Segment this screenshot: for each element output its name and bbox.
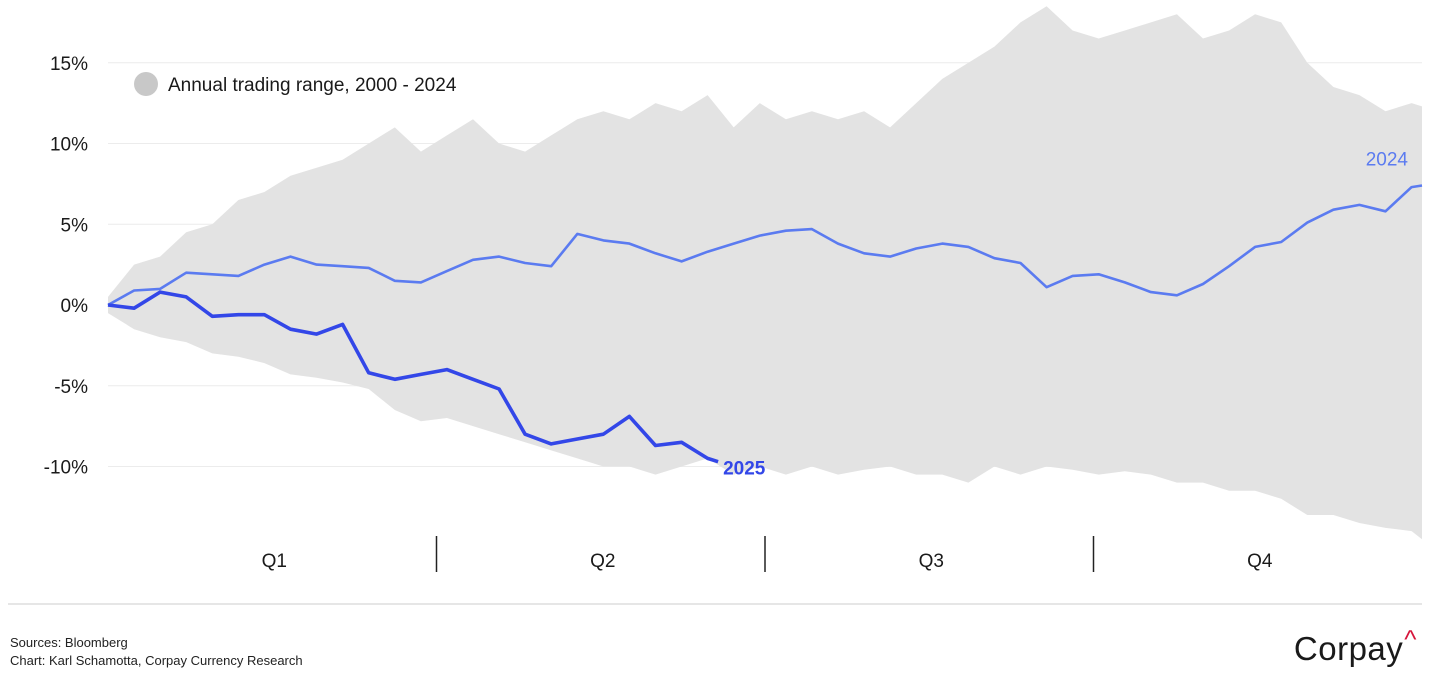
series-2024-line <box>107 184 1423 307</box>
y-tick-label: -5% <box>54 377 88 398</box>
series-2025-line <box>107 290 719 464</box>
chart-credit: Chart: Karl Schamotta, Corpay Currency R… <box>10 653 303 668</box>
y-tick-label: 15% <box>50 54 88 75</box>
logo-caret: ^ <box>1404 624 1417 654</box>
corpay-logo: Corpay^ <box>1293 624 1417 668</box>
sources-note: Sources: Bloomberg <box>10 635 128 650</box>
legend-label: Annual trading range, 2000 - 2024 <box>168 75 457 96</box>
y-tick-label: 10% <box>50 135 88 156</box>
quarter-axis: Q1 Q2 Q3 Q4 <box>262 536 1273 572</box>
series-2025-label: 2025 <box>723 459 766 480</box>
y-axis-ticks: 15% 10% 5% 0% -5% -10% <box>44 54 88 479</box>
quarter-label: Q1 <box>262 551 287 572</box>
quarter-label: Q2 <box>590 551 615 572</box>
quarter-label: Q3 <box>919 551 944 572</box>
logo-text: Corpay <box>1293 630 1404 667</box>
chart: 15% 10% 5% 0% -5% -10% 2024 2025 Q1 Q2 Q3 Q4 Ann… <box>8 6 1423 605</box>
quarter-label: Q4 <box>1247 551 1273 572</box>
series-2024-label: 2024 <box>1366 149 1409 170</box>
trading-range-band <box>108 6 1422 540</box>
legend-swatch <box>134 72 158 96</box>
y-tick-label: 0% <box>61 296 89 317</box>
y-tick-label: -10% <box>44 458 88 479</box>
footer: Sources: Bloomberg Chart: Karl Schamotta… <box>10 634 303 670</box>
legend: Annual trading range, 2000 - 2024 <box>134 72 457 96</box>
y-tick-label: 5% <box>61 215 89 236</box>
